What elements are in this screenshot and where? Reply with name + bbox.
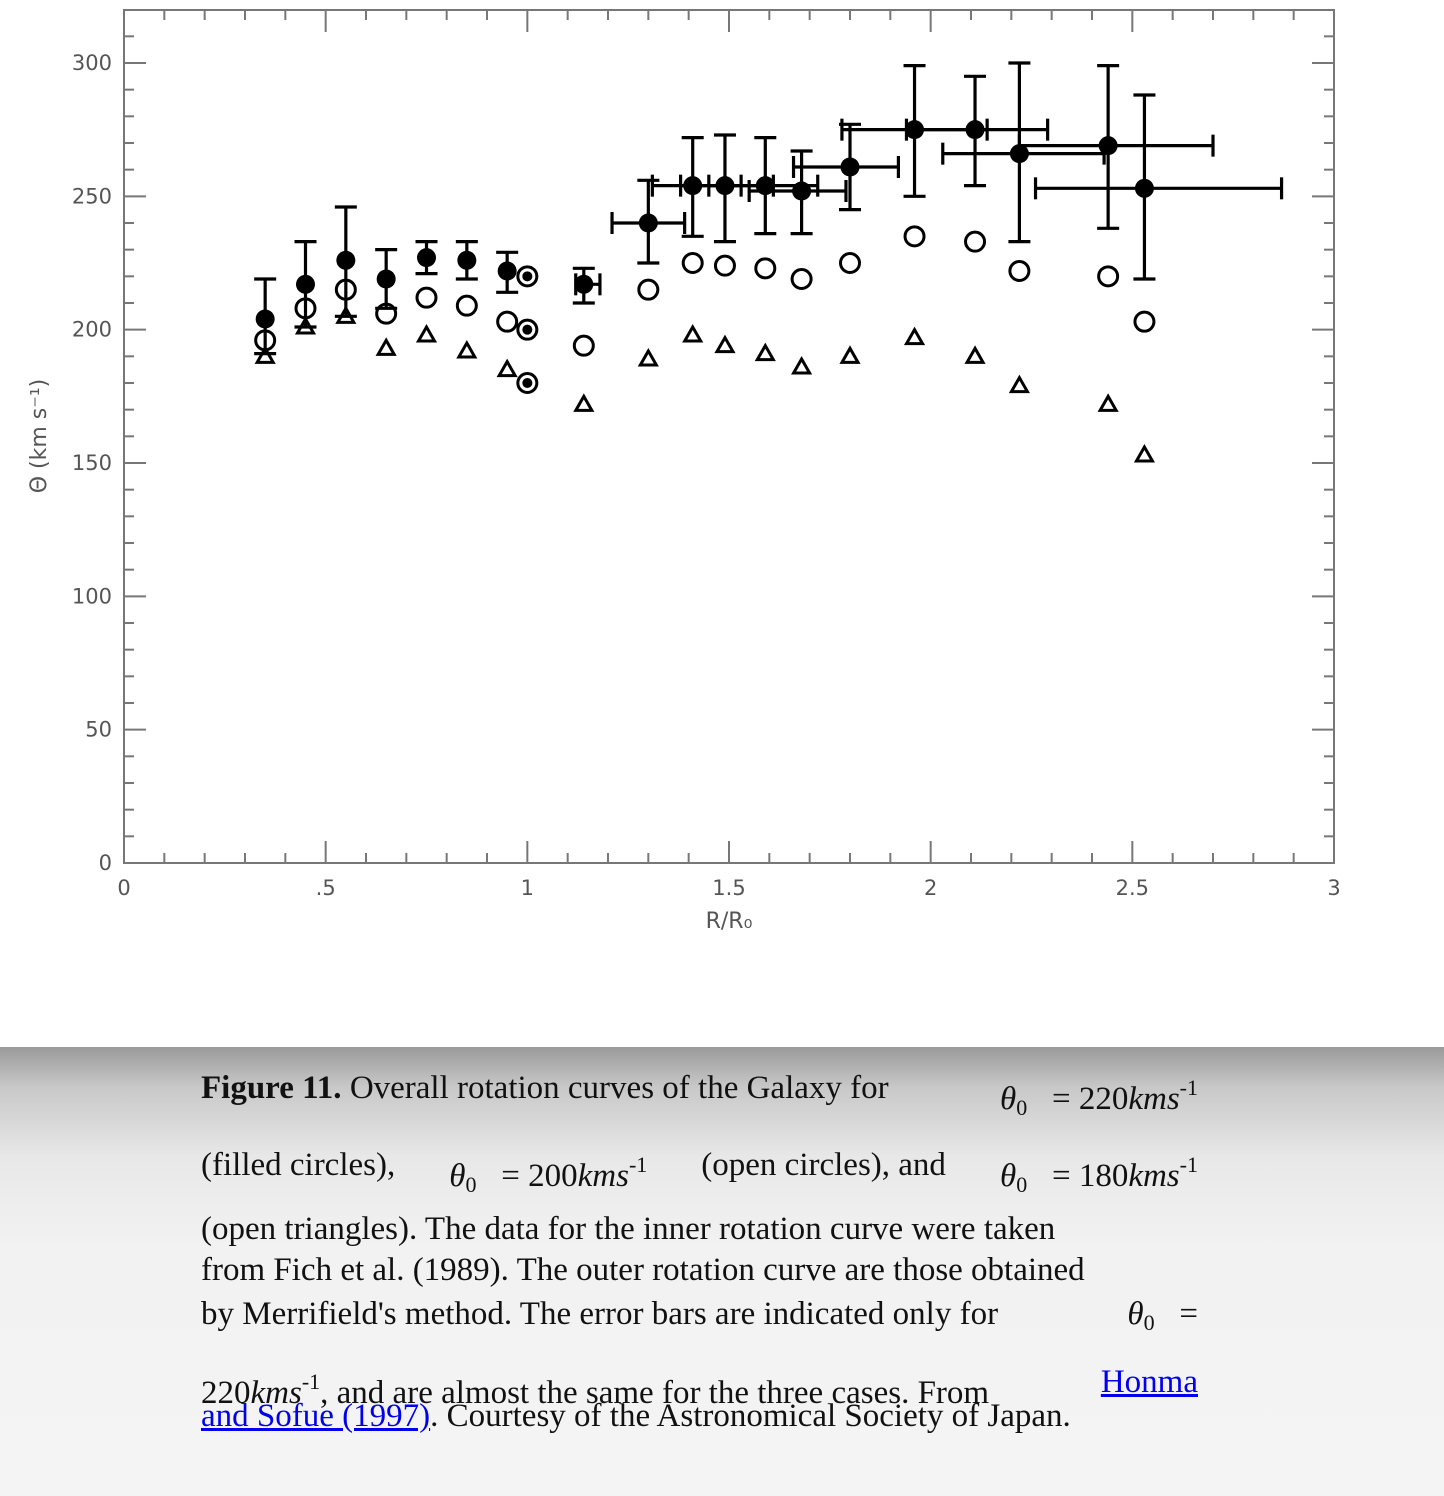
x-tick-label: 1.5 — [712, 876, 745, 900]
open-circle-point — [496, 310, 519, 333]
filled-circle-point — [497, 261, 517, 281]
figure-caption: Figure 11. Overall rotation curves of th… — [201, 1062, 1198, 1438]
open-circle-point — [681, 251, 704, 274]
open-circle-point — [903, 225, 926, 248]
open-circle-point — [964, 230, 987, 253]
filled-circle-point — [417, 248, 436, 268]
x-axis-label: R/R₀ — [706, 909, 753, 934]
filled-circle-point — [457, 250, 477, 270]
filled-circle-point — [1098, 136, 1118, 156]
filled-circle-point — [255, 309, 275, 329]
filled-circle-point — [905, 120, 925, 140]
filled-circle-point — [755, 176, 775, 196]
filled-circle-point — [683, 176, 703, 196]
open-circle-point — [516, 265, 539, 288]
open-triangle-point — [335, 305, 357, 324]
open-triangle-point — [294, 315, 317, 335]
open-circle-point — [516, 318, 539, 341]
open-circle-point — [572, 334, 595, 357]
y-tick-label: 100 — [72, 584, 112, 608]
open-triangle-point — [254, 345, 276, 364]
open-triangle-point — [1133, 443, 1156, 463]
y-axis-label: Θ (km s⁻¹) — [27, 379, 52, 494]
plot-frame — [123, 9, 1335, 864]
open-circle-point — [455, 294, 478, 317]
open-circle-point — [790, 267, 813, 290]
open-circle-point — [1097, 265, 1120, 288]
x-tick-label: 2.5 — [1116, 876, 1149, 900]
x-tick-label: 3 — [1327, 876, 1340, 900]
caption-line-7: and Sofue (1997). Courtesy of the Astron… — [201, 1398, 1071, 1434]
sofue-1997-link[interactable]: and Sofue (1997) — [201, 1398, 431, 1434]
y-tick-label: 50 — [85, 718, 112, 742]
figure-label: Figure 11. — [201, 1070, 342, 1106]
honma-link[interactable]: Honma — [1100, 1364, 1198, 1400]
filled-circle-point — [792, 181, 812, 201]
caption-line-5: by Merrifield's method. The error bars a… — [201, 1296, 1198, 1335]
open-triangle-point — [754, 342, 776, 362]
open-triangle-point — [839, 345, 861, 364]
x-tick-label: 2 — [924, 876, 937, 900]
caption-line-2: (filled circles), θ0 = 200kms-1 (open ci… — [201, 1147, 1198, 1197]
filled-circle-point — [296, 274, 315, 294]
filled-circle-point — [715, 176, 735, 196]
filled-circle-point — [574, 274, 594, 294]
open-triangle-point — [637, 347, 659, 367]
x-tick-label: 1 — [521, 876, 534, 900]
open-triangle-point — [791, 355, 813, 375]
y-tick-label: 200 — [72, 318, 112, 342]
y-tick-label: 300 — [72, 51, 112, 75]
filled-circle-point — [1009, 144, 1029, 164]
open-circle-point — [1133, 310, 1156, 333]
open-circle-point — [839, 251, 861, 274]
dotted-circle-point — [522, 377, 533, 388]
open-circle-point — [334, 278, 357, 301]
caption-line-3: (open triangles). The data for the inner… — [201, 1211, 1056, 1247]
open-triangle-point — [1097, 393, 1119, 412]
filled-circle-point — [965, 120, 985, 140]
open-triangle-point — [1008, 374, 1030, 394]
filled-circle-point — [376, 269, 396, 289]
x-tick-label: .5 — [316, 876, 336, 900]
open-circle-point — [415, 286, 438, 309]
open-circle-point — [516, 371, 539, 394]
filled-circle-point — [1134, 178, 1154, 198]
open-triangle-point — [496, 358, 518, 378]
caption-line-1: Figure 11. Overall rotation curves of th… — [201, 1070, 1198, 1120]
dotted-circle-point — [522, 324, 533, 335]
x-tick-label: 0 — [117, 876, 130, 900]
open-triangle-point — [714, 334, 736, 354]
caption-line-6: 220kms-1, and are almost the same for th… — [201, 1336, 1198, 1411]
open-triangle-point — [903, 326, 926, 346]
dotted-circle-point — [522, 271, 533, 282]
open-circle-point — [637, 278, 660, 301]
filled-circle-point — [638, 213, 658, 233]
open-circle-point — [1008, 259, 1031, 282]
open-circle-point — [375, 302, 398, 325]
y-tick-label: 250 — [72, 184, 112, 208]
filled-circle-point — [840, 157, 860, 177]
filled-circle-point — [336, 250, 356, 270]
caption-background — [0, 1047, 1444, 1496]
open-triangle-point — [375, 337, 397, 356]
y-tick-label: 150 — [72, 451, 112, 475]
caption-line-4: from Fich et al. (1989). The outer rotat… — [201, 1252, 1085, 1288]
open-triangle-point — [573, 393, 595, 412]
rotation-curve-chart: 0 50 100 150 200 250 300 0 .5 1 1.5 2 2.5 3 R/R₀ Θ (k… — [27, 9, 1341, 934]
open-circle-point — [713, 254, 736, 277]
open-triangle-point — [682, 323, 704, 343]
open-triangle-point — [964, 345, 986, 364]
open-triangle-point — [415, 323, 438, 343]
y-tick-label: 0 — [99, 851, 112, 875]
open-triangle-point — [456, 339, 478, 359]
open-circle-point — [754, 257, 777, 280]
